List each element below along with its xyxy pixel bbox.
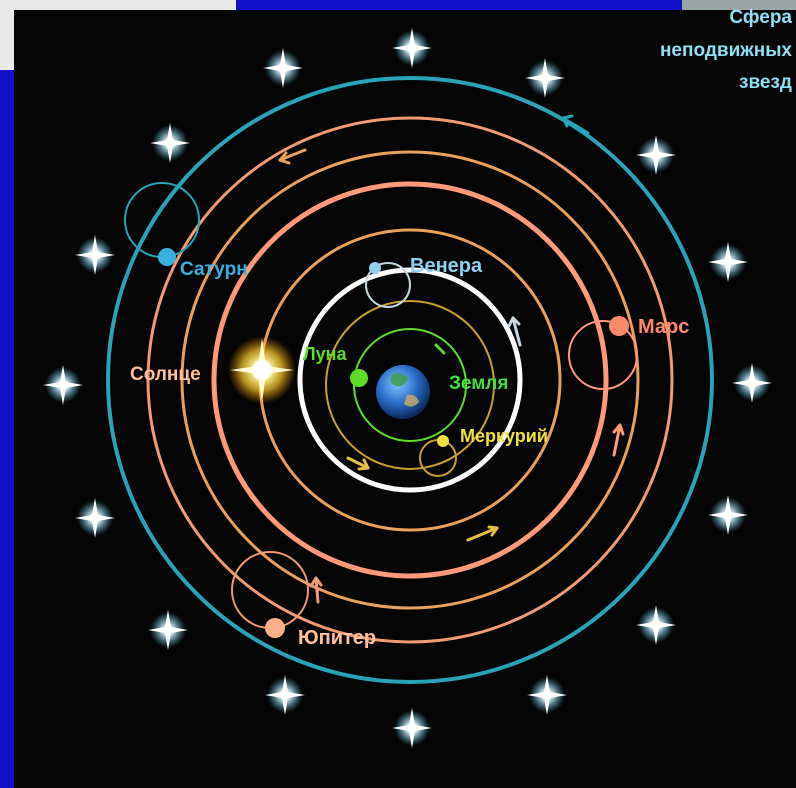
orbit-mercury	[325, 300, 495, 470]
top-band-grey	[682, 0, 796, 10]
epicycle-saturn	[124, 182, 200, 258]
star-icon	[263, 48, 303, 88]
mercury-dot	[437, 435, 449, 447]
title: Сфера неподвижных звезд	[660, 7, 792, 93]
title-line-2: неподвижных	[660, 40, 792, 61]
sun-icon	[228, 336, 296, 404]
label-moon: Луна	[303, 344, 348, 364]
motion-arrows	[278, 114, 625, 604]
arrow-stars	[561, 116, 590, 135]
title-line-3: звезд	[739, 72, 792, 93]
orbit-jupiter	[180, 150, 640, 610]
star-icon	[43, 365, 83, 405]
arrow-mars-epicycle	[612, 423, 622, 457]
arrow-mercury-orbit-head	[357, 458, 370, 471]
star-icon	[708, 495, 748, 535]
star-icon	[525, 58, 565, 98]
orbit-saturn	[146, 116, 674, 644]
label-saturn: Сатурн	[180, 259, 248, 280]
star-icon	[636, 605, 676, 645]
mars-dot	[609, 316, 629, 336]
label-mercury: Меркурий	[460, 426, 548, 446]
star-icon	[75, 235, 115, 275]
venus-dot	[369, 262, 381, 274]
orbit-mars	[211, 181, 609, 579]
arrow-sun-orbit	[466, 526, 499, 542]
arrow-venus-orbit	[511, 316, 522, 347]
orbit-venus	[297, 267, 523, 493]
star-icon	[392, 28, 432, 68]
star-icon	[265, 675, 305, 715]
arrow-mars-epicycle-head	[612, 423, 625, 436]
moon-dot	[350, 369, 368, 387]
left-band-light	[0, 10, 14, 70]
arrow-saturn-orbit-head	[278, 151, 291, 165]
top-band-light	[0, 0, 236, 10]
jupiter-dot	[265, 618, 285, 638]
arrow-jupiter-epicycle-head	[309, 576, 323, 588]
arrow-jupiter-epicycle	[314, 576, 320, 604]
arrow-venus-orbit-head	[507, 316, 521, 328]
star-icon	[732, 363, 772, 403]
label-earth: Земля	[449, 373, 508, 394]
epicycle-venus	[365, 262, 411, 308]
arrow-sun-orbit-head	[487, 525, 499, 537]
left-band-blue	[0, 70, 14, 788]
arrow-moon-orbit	[434, 343, 446, 355]
arrow-mercury-orbit	[346, 456, 370, 470]
star-icon	[148, 610, 188, 650]
label-jupiter: Юпитер	[298, 627, 376, 649]
label-sun: Солнце	[130, 364, 201, 385]
label-mars: Марс	[638, 316, 689, 338]
fixed-stars-sphere	[106, 76, 714, 684]
epicycle-jupiter	[231, 551, 309, 629]
label-venus: Венера	[410, 255, 483, 277]
star-icon	[392, 708, 432, 748]
star-icon	[75, 498, 115, 538]
star-icon	[150, 123, 190, 163]
earth-icon	[376, 365, 430, 419]
arrow-saturn-orbit	[278, 148, 307, 162]
saturn-dot	[158, 248, 176, 266]
epicycle-mars	[568, 320, 638, 390]
arrow-stars-head	[561, 114, 574, 128]
star-icon	[636, 135, 676, 175]
top-band-blue	[236, 0, 682, 10]
title-line-1: Сфера	[729, 7, 792, 28]
star-icon	[527, 675, 567, 715]
star-icon	[708, 242, 748, 282]
